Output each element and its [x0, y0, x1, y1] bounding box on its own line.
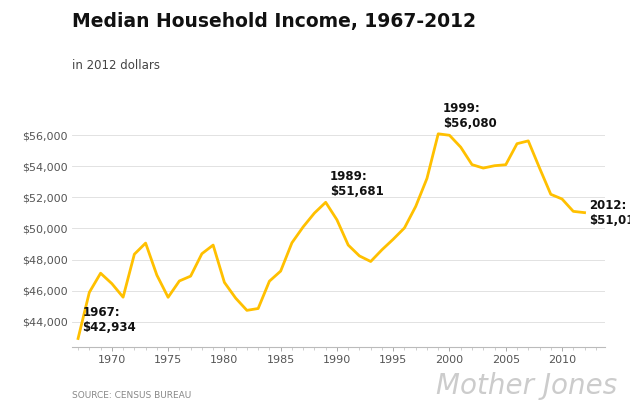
Text: in 2012 dollars: in 2012 dollars [72, 59, 161, 72]
Text: 1989:
$51,681: 1989: $51,681 [330, 170, 384, 197]
Text: 1999:
$56,080: 1999: $56,080 [443, 102, 496, 130]
Text: Median Household Income, 1967-2012: Median Household Income, 1967-2012 [72, 12, 476, 31]
Text: Mother Jones: Mother Jones [436, 372, 617, 400]
Text: SOURCE: CENSUS BUREAU: SOURCE: CENSUS BUREAU [72, 391, 192, 400]
Text: 2012:
$51,017: 2012: $51,017 [589, 199, 630, 227]
Text: 1967:
$42,934: 1967: $42,934 [83, 306, 136, 334]
